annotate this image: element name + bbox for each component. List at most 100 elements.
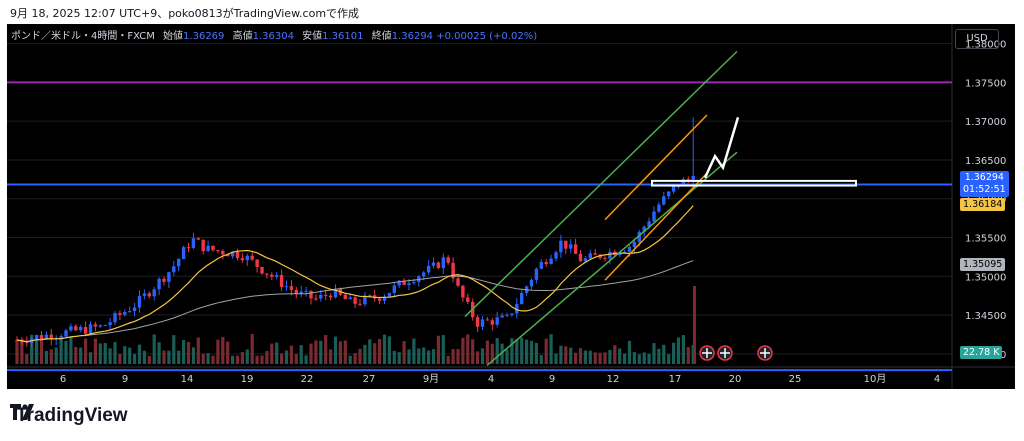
y-tick-label: 1.37000 (965, 117, 1006, 128)
candle-body (387, 292, 392, 297)
candle-body (436, 262, 441, 269)
volume-bar (133, 354, 137, 364)
candle-body (422, 272, 426, 277)
price-chart[interactable]: 1.380001.375001.370001.365001.360001.355… (7, 24, 1015, 389)
volume-bar (495, 338, 499, 364)
candle-body (686, 179, 690, 181)
candle-body (211, 245, 215, 251)
candle-body (270, 274, 274, 277)
candle-body (426, 265, 431, 273)
volume-bar (319, 340, 323, 364)
candle-body (49, 334, 53, 340)
currency-button[interactable]: USD (955, 29, 999, 49)
candle-body (392, 285, 396, 293)
volume-bar (216, 339, 220, 364)
volume-bar (152, 334, 156, 364)
volume-bar (147, 355, 151, 364)
x-tick-label: 17 (669, 374, 682, 385)
x-tick-label: 19 (241, 374, 254, 385)
y-tick-label: 1.34500 (965, 311, 1006, 322)
volume-bar (603, 352, 607, 364)
candle-body (691, 175, 695, 180)
volume-bar (93, 338, 97, 364)
volume-bar (84, 338, 88, 364)
candle-body (245, 255, 249, 261)
symbol-legend[interactable]: ポンド／米ドル・4時間・FXCM 始値1.36269 高値1.36304 安値1… (11, 27, 537, 42)
volume-bar (422, 347, 426, 364)
volume-bar (456, 349, 460, 364)
volume-bar (593, 352, 597, 364)
candle-body (299, 291, 303, 294)
volume-bar (348, 355, 352, 364)
open-value: 1.36269 (183, 31, 225, 42)
volume-bar (627, 340, 632, 364)
candle-body (137, 295, 142, 308)
candle-body (667, 191, 671, 197)
volume-bar (333, 336, 338, 364)
volume-bar (265, 351, 269, 364)
candle-body (333, 288, 338, 298)
volume-bar-spike (693, 286, 696, 364)
candle-body (397, 280, 401, 286)
candle-body (681, 179, 686, 187)
chart-area[interactable]: 1.380001.375001.370001.365001.360001.355… (7, 24, 1015, 389)
volume-bar (402, 341, 406, 364)
candle-body (529, 279, 534, 287)
volume-bar (221, 336, 225, 364)
volume-bar (196, 337, 200, 364)
candle-body (123, 312, 127, 315)
volume-bar (676, 337, 681, 364)
x-tick-label: 9 (122, 374, 128, 385)
candle-body (407, 283, 411, 285)
candle-body (363, 295, 367, 305)
volume-bar (549, 334, 553, 364)
volume-bar (162, 350, 166, 364)
volume-bar (25, 354, 29, 364)
volume-bar (368, 339, 372, 364)
candle-body (64, 330, 68, 337)
volume-bar (299, 345, 303, 364)
candle-body (93, 324, 98, 327)
candle-body (186, 247, 191, 249)
candle-body (598, 254, 602, 258)
candle-body (662, 196, 666, 205)
close-value: 1.36294 (391, 31, 434, 42)
candle-body (456, 278, 460, 286)
candle-body (191, 238, 196, 248)
level-price-tag: 1.36184 (960, 198, 1006, 211)
y-tick-label: 1.37500 (965, 78, 1006, 89)
volume-bar (446, 355, 450, 364)
volume-bar (30, 334, 34, 364)
candle-body (515, 304, 519, 314)
candle-body (69, 326, 73, 331)
candle-body (103, 325, 107, 327)
volume-bar (378, 339, 382, 364)
x-tick-label: 4 (488, 374, 494, 385)
projection-arrow-path (703, 116, 740, 179)
candle-body (632, 241, 637, 247)
volume-bar (142, 350, 146, 364)
candle-body (402, 280, 406, 285)
volume-bar (500, 343, 504, 364)
volume-bar (436, 335, 440, 364)
candle-body (510, 313, 514, 315)
tradingview-icon (10, 404, 34, 420)
candle-body (226, 254, 230, 257)
tradingview-logo[interactable]: TradingView (10, 404, 128, 428)
volume-bar (353, 353, 357, 364)
volume-bar (289, 345, 293, 364)
x-tick-label: 9月 (423, 373, 439, 385)
candle-body (294, 289, 298, 294)
candle-body (230, 251, 235, 257)
candle-body (485, 319, 490, 321)
candle-body (328, 295, 333, 298)
volume-bar (98, 343, 102, 364)
volume-bar (554, 353, 558, 364)
volume-bar (69, 336, 73, 364)
channel-upper-line (464, 50, 738, 318)
candle-body (132, 307, 137, 312)
volume-bar (250, 334, 254, 364)
volume-bar (35, 338, 39, 364)
volume-bar (186, 342, 191, 364)
candle-body (98, 325, 102, 327)
